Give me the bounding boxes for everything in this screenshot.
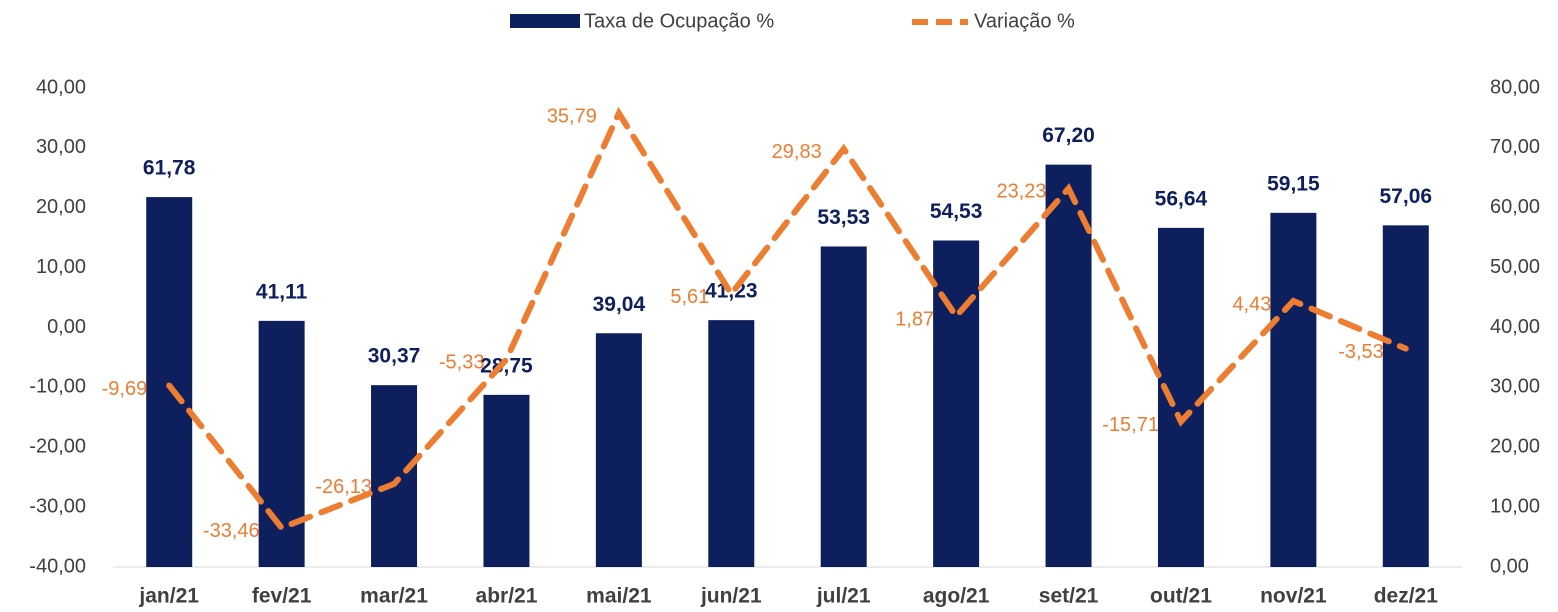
x-tick-label: mar/21 [360, 585, 428, 608]
y-tick-label: 0,00 [47, 316, 86, 338]
bar-value-label: 39,04 [593, 293, 646, 316]
bar [371, 385, 418, 567]
bar [1045, 164, 1092, 567]
y-tick-label: 40,00 [36, 76, 86, 98]
y-tick-label: -20,00 [29, 436, 86, 458]
x-tick-label: out/21 [1150, 585, 1212, 608]
bar-value-label: 41,23 [705, 280, 758, 303]
y2-tick-label: 20,00 [1490, 436, 1540, 458]
x-tick-label: jul/21 [816, 585, 871, 608]
bar-value-label: 61,78 [143, 157, 196, 180]
y2-tick-label: 30,00 [1490, 376, 1540, 398]
bar-value-label: 28,75 [480, 354, 533, 377]
bar [258, 320, 305, 567]
line [166, 106, 1409, 532]
bar-value-label: 59,15 [1267, 172, 1320, 195]
x-tick-label: nov/21 [1260, 585, 1327, 608]
y2-tick-label: 0,00 [1490, 555, 1529, 577]
y-tick-label: -40,00 [29, 555, 86, 577]
bar [146, 197, 193, 567]
bar [708, 320, 755, 567]
y2-tick-label: 60,00 [1490, 196, 1540, 218]
line-value-label: -5,33 [439, 352, 485, 374]
line-value-label: 29,83 [772, 141, 822, 163]
line-value-label: -26,13 [315, 476, 372, 498]
bar-value-label: 54,53 [930, 200, 983, 223]
line-value-label: -3,53 [1338, 341, 1384, 363]
legend-label: Taxa de Ocupação % [584, 10, 774, 32]
line-value-label: 4,43 [1232, 293, 1271, 315]
bar [1382, 225, 1429, 567]
bar-value-label: 67,20 [1042, 124, 1095, 147]
x-tick-label: fev/21 [252, 585, 312, 608]
x-tick-label: ago/21 [923, 585, 990, 608]
line-value-label: 35,79 [547, 105, 597, 127]
x-tick-label: set/21 [1039, 585, 1099, 608]
y-tick-label: 20,00 [36, 196, 86, 218]
line-value-label: 1,87 [895, 309, 934, 331]
x-tick-label: abr/21 [476, 585, 538, 608]
bar-value-label: 53,53 [817, 206, 870, 229]
bar [483, 394, 530, 567]
y2-tick-label: 10,00 [1490, 495, 1540, 517]
legend-label: Variação % [974, 10, 1075, 32]
y2-tick-label: 50,00 [1490, 256, 1540, 278]
y2-tick-label: 80,00 [1490, 76, 1540, 98]
legend-swatch [510, 14, 580, 28]
bar-value-label: 56,64 [1155, 187, 1208, 210]
bar-value-label: 57,06 [1380, 185, 1433, 208]
bar-value-label: 41,11 [256, 280, 308, 303]
bar [1157, 227, 1204, 568]
line-value-label: 23,23 [996, 181, 1046, 203]
bar-value-label: 30,37 [368, 345, 421, 368]
y-tick-label: -10,00 [29, 376, 86, 398]
y-tick-label: 30,00 [36, 136, 86, 158]
line-value-label: -33,46 [203, 520, 260, 542]
bar [1270, 212, 1317, 568]
x-tick-label: dez/21 [1374, 585, 1439, 608]
bar [595, 333, 642, 567]
y-tick-label: 10,00 [36, 256, 86, 278]
bar [820, 246, 867, 567]
x-tick-label: jun/21 [700, 585, 762, 608]
line-value-label: 5,61 [670, 286, 709, 308]
y2-tick-label: 40,00 [1490, 316, 1540, 338]
bar [933, 240, 980, 567]
line-value-label: -15,71 [1102, 414, 1159, 436]
y2-tick-label: 70,00 [1490, 136, 1540, 158]
x-tick-label: jan/21 [138, 585, 199, 608]
y-tick-label: -30,00 [29, 495, 86, 517]
line-value-label: -9,69 [102, 378, 148, 400]
x-tick-label: mai/21 [586, 585, 652, 608]
